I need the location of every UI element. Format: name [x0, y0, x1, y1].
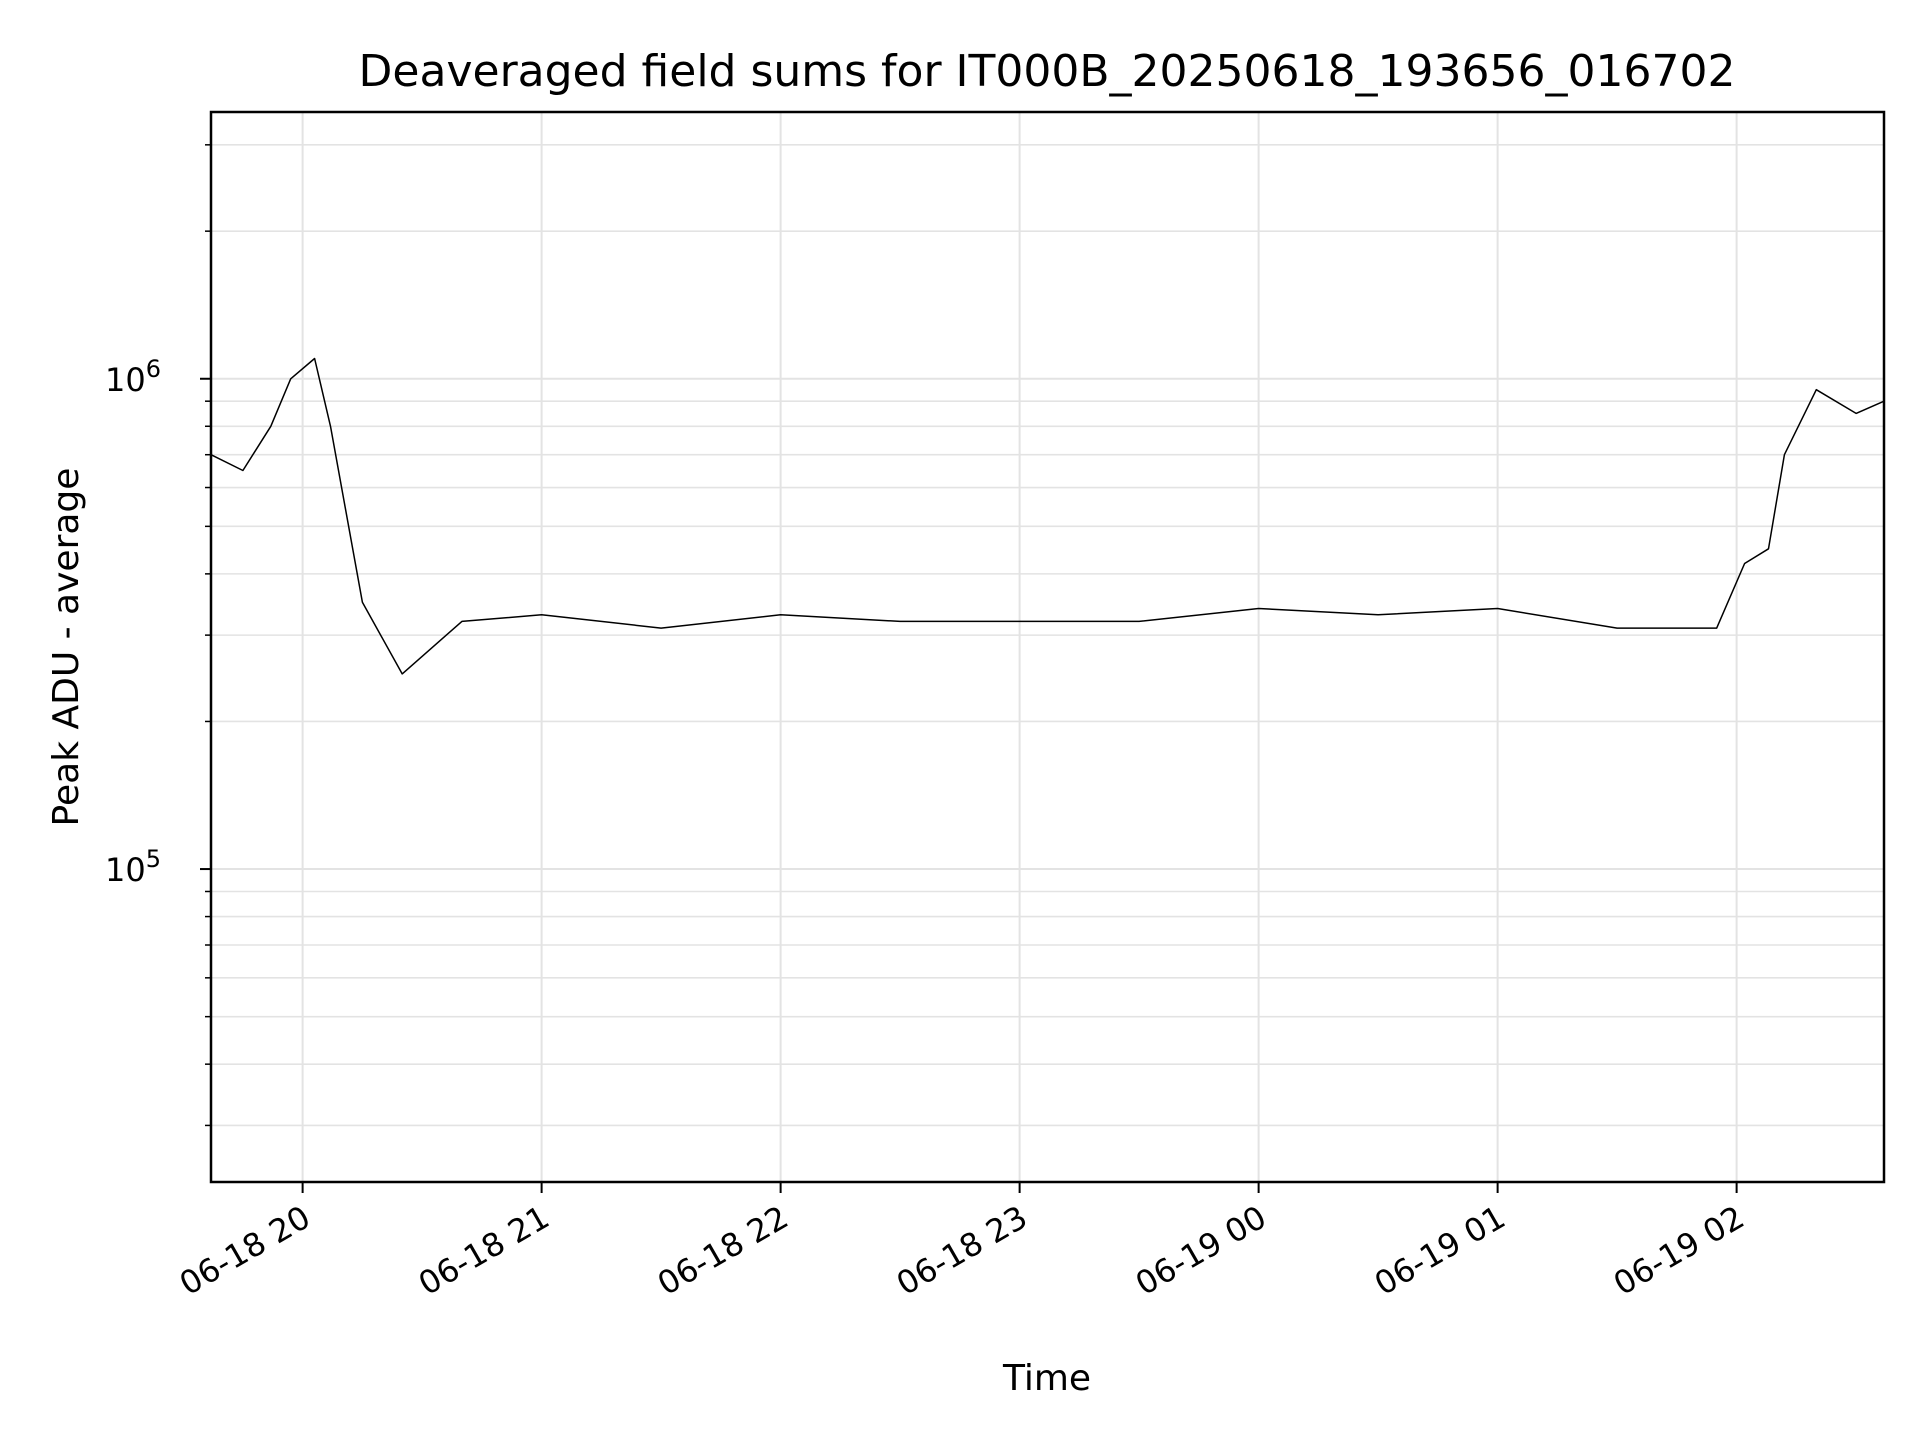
y-axis: 105 106 [105, 144, 211, 1127]
chart-title: Deaveraged field sums for IT000B_2025061… [359, 46, 1736, 97]
x-axis-label: Time [1002, 1358, 1091, 1399]
y-axis-label: Peak ADU - average [46, 468, 87, 827]
series-layer [210, 357, 1885, 675]
y-tick-label: 105 [105, 845, 161, 889]
y-tick-label: 106 [105, 355, 161, 399]
grid-lines [211, 112, 1884, 1182]
series-line [210, 357, 1885, 675]
plot-frame [209, 110, 1886, 1184]
